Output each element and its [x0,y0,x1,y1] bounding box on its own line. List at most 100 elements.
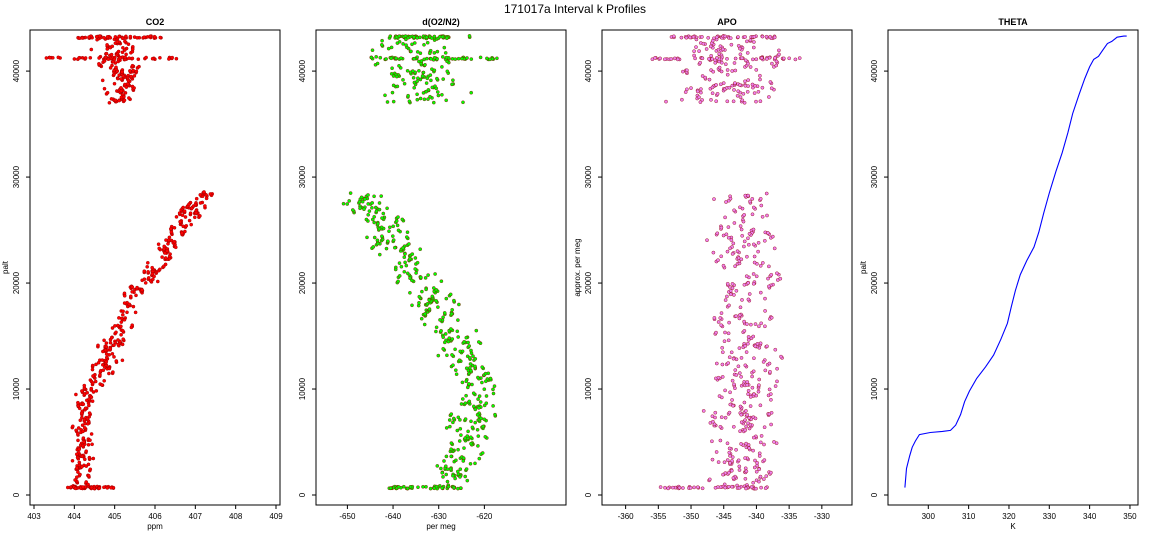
data-point [75,466,79,470]
data-point [728,292,733,297]
data-point [87,397,91,401]
data-point [759,485,763,490]
data-point [730,398,734,402]
data-point [121,309,125,314]
data-point [728,453,732,458]
data-point [84,480,88,484]
data-point [747,231,752,236]
data-point [385,239,390,243]
data-point [450,337,455,341]
data-point [684,35,689,40]
data-point [96,343,100,348]
data-point [454,372,459,377]
data-point [187,218,192,223]
data-point [700,56,705,61]
data-point [763,368,768,373]
data-point [384,246,389,251]
data-point [162,244,166,249]
data-point [757,479,761,484]
data-point [481,424,485,429]
data-point [758,403,763,408]
data-point [767,361,772,366]
data-point [396,228,401,233]
data-point [102,485,106,490]
theta-line [904,35,1127,488]
data-point [133,310,138,315]
data-point [453,476,457,481]
data-point [444,36,449,41]
data-point [445,467,450,472]
x-tick-label: -340 [748,512,765,521]
data-point [428,73,433,77]
data-point [97,486,102,490]
data-point [180,231,184,235]
data-point [129,74,133,79]
data-point [87,455,92,460]
data-point [137,64,141,69]
data-point [102,338,106,343]
data-point [181,224,185,229]
data-point [469,368,473,373]
data-point [390,90,395,95]
data-point [109,52,114,57]
data-point [465,434,470,438]
data-point [370,217,375,222]
data-point [417,294,422,299]
data-point [403,252,407,256]
data-point [746,78,751,82]
data-point [88,467,93,472]
data-point [725,281,730,286]
data-point [120,70,124,74]
data-point [145,260,150,265]
data-point [456,486,460,491]
data-point [413,256,418,260]
data-point [442,311,447,315]
data-point [412,56,417,61]
data-point [465,385,470,390]
data-point [787,56,792,61]
x-tick-label: 340 [1083,512,1097,521]
data-point [449,447,453,452]
data-point [708,44,713,49]
y-tick-label: 30000 [12,165,21,188]
data-point [722,460,727,465]
x-tick-label: 310 [962,512,976,521]
data-point [412,41,417,45]
data-point [143,281,148,285]
data-point [88,438,92,443]
data-point [419,59,424,63]
data-point [723,34,728,39]
data-point [397,274,402,278]
data-point [738,429,742,434]
x-tick-label: 406 [148,512,162,521]
data-point [434,299,439,303]
data-point [773,56,777,60]
data-point [82,417,87,422]
data-point [434,329,438,334]
data-point [424,287,428,292]
data-point [769,397,773,402]
data-point [741,92,746,96]
data-point [757,467,762,472]
data-point [117,34,121,39]
data-point [71,424,75,429]
y-tick-label: 10000 [12,377,21,400]
data-point [720,345,725,350]
data-point [148,34,153,39]
data-point [469,441,473,446]
data-point [401,42,405,46]
data-point [183,229,187,234]
data-point [726,225,731,229]
data-point [411,76,416,80]
data-point [666,486,670,491]
data-point [157,246,161,251]
data-point [451,420,455,425]
data-point [371,245,376,249]
data-point [451,416,456,421]
data-point [743,428,748,432]
data-point [743,84,748,88]
data-point [473,364,477,369]
data-point [89,432,94,436]
data-point [760,34,765,39]
data-point [163,256,168,260]
